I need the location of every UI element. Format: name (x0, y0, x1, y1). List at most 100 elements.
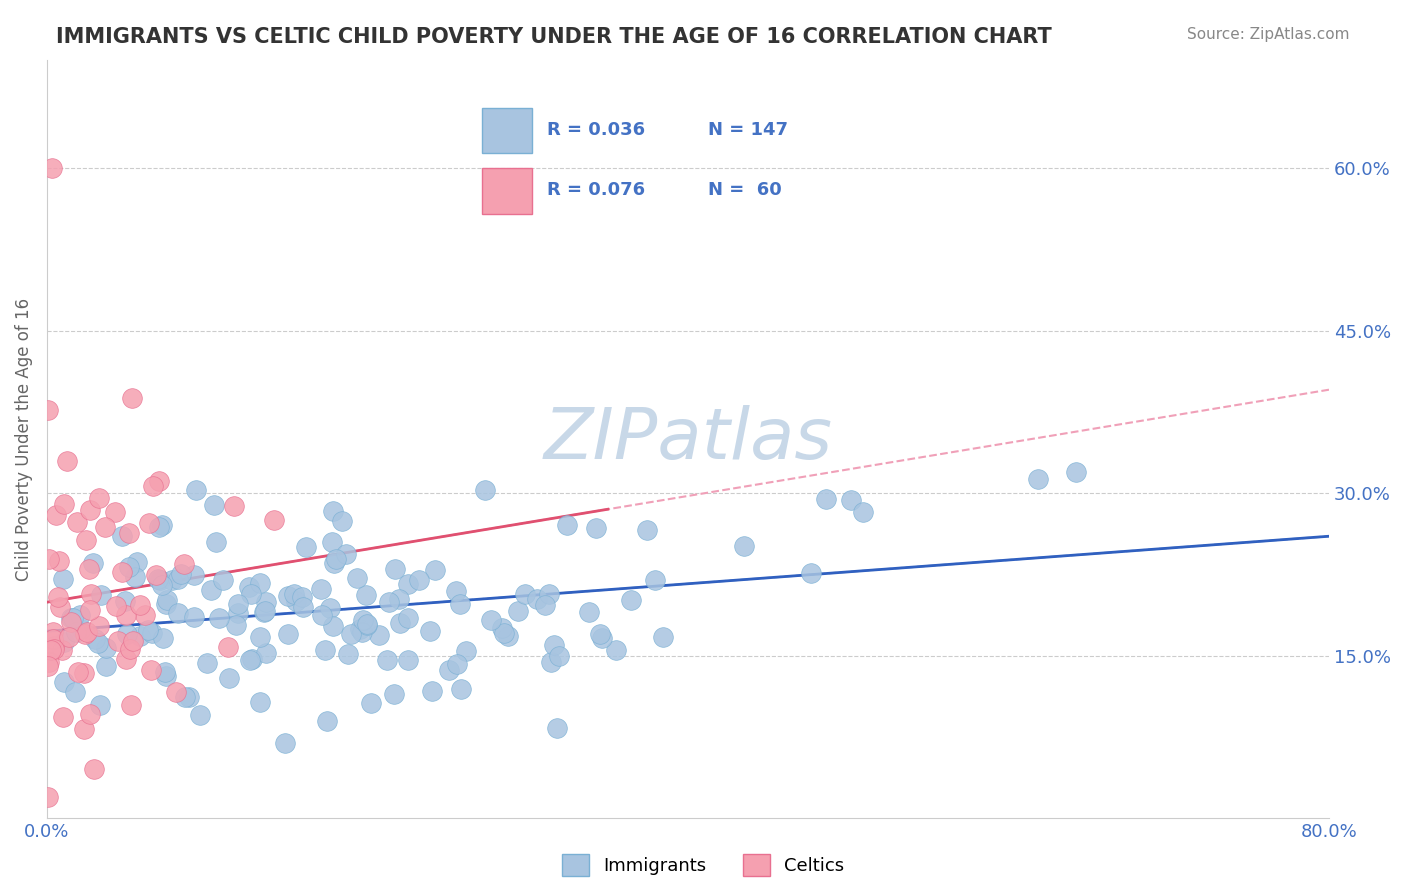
Point (69, 608, 91, 623)
Point (605, 642, 627, 657)
Point (211, 573, 233, 587)
Point (202, 498, 225, 512)
Point (118, 525, 141, 540)
Point (425, 563, 447, 577)
Point (492, 626, 515, 640)
Point (37, 403, 59, 417)
Point (52, 572, 75, 586)
Point (274, 735, 297, 749)
Point (165, 684, 187, 698)
Point (325, 552, 347, 566)
Point (82, 557, 104, 571)
Point (454, 644, 477, 658)
Point (45, 508, 67, 522)
Point (322, 504, 344, 518)
Point (222, 499, 245, 513)
Point (39, 642, 62, 657)
Point (153, 665, 176, 679)
Point (75, 533, 97, 548)
Point (87, 491, 110, 505)
Point (150, 517, 173, 532)
Point (226, 606, 249, 620)
Point (38, 552, 60, 566)
Point (636, 523, 658, 537)
Point (76, 624, 98, 639)
Point (125, 555, 148, 569)
Point (141, 625, 163, 640)
Point (356, 618, 378, 632)
Point (240, 652, 263, 666)
Point (354, 589, 377, 603)
Point (114, 594, 136, 608)
Point (195, 657, 218, 671)
Point (87, 636, 110, 650)
Point (37, 659, 59, 673)
Point (162, 573, 184, 587)
Point (105, 599, 128, 613)
Point (474, 483, 496, 497)
Point (543, 638, 565, 652)
Point (145, 568, 167, 582)
Point (349, 622, 371, 636)
Point (37, 789, 59, 804)
Point (170, 566, 193, 581)
Point (128, 629, 150, 643)
Point (52, 635, 75, 649)
Point (53, 675, 76, 690)
Point (496, 629, 519, 643)
Point (94, 640, 117, 655)
Point (311, 582, 333, 597)
Point (557, 518, 579, 533)
Point (120, 698, 142, 712)
Point (148, 519, 170, 533)
Point (322, 619, 344, 633)
Point (547, 649, 569, 664)
Point (449, 597, 471, 611)
Point (852, 505, 875, 519)
Point (114, 608, 136, 623)
Point (446, 657, 468, 671)
Point (155, 597, 177, 611)
Point (60, 615, 83, 629)
Point (208, 611, 231, 625)
Point (360, 696, 382, 710)
Point (173, 690, 195, 705)
Point (340, 627, 363, 641)
Point (183, 568, 205, 582)
Point (87, 619, 110, 633)
Point (387, 592, 409, 607)
Point (84, 632, 107, 646)
Point (51, 643, 73, 657)
Point (73, 722, 96, 736)
Point (38, 655, 60, 669)
Point (800, 566, 823, 580)
Point (42, 641, 65, 656)
Point (124, 570, 146, 584)
Point (1026, 472, 1049, 486)
Y-axis label: Child Poverty Under the Age of 16: Child Poverty Under the Age of 16 (15, 297, 32, 581)
Point (136, 623, 159, 637)
Point (444, 584, 467, 599)
Point (225, 617, 247, 632)
Point (450, 681, 472, 696)
Point (166, 607, 188, 621)
Point (89, 698, 111, 712)
Point (408, 573, 430, 587)
Point (204, 535, 226, 549)
Point (114, 652, 136, 666)
Point (620, 593, 643, 607)
Point (437, 664, 460, 678)
Point (254, 646, 277, 660)
Point (138, 516, 160, 531)
Point (291, 591, 314, 605)
Point (183, 610, 205, 624)
Point (79, 562, 101, 576)
Point (52, 497, 75, 511)
Point (384, 561, 406, 575)
Point (41, 625, 63, 640)
Point (1064, 465, 1087, 479)
Point (59, 611, 82, 625)
Point (644, 574, 666, 588)
Point (240, 587, 263, 601)
Point (79, 503, 101, 517)
